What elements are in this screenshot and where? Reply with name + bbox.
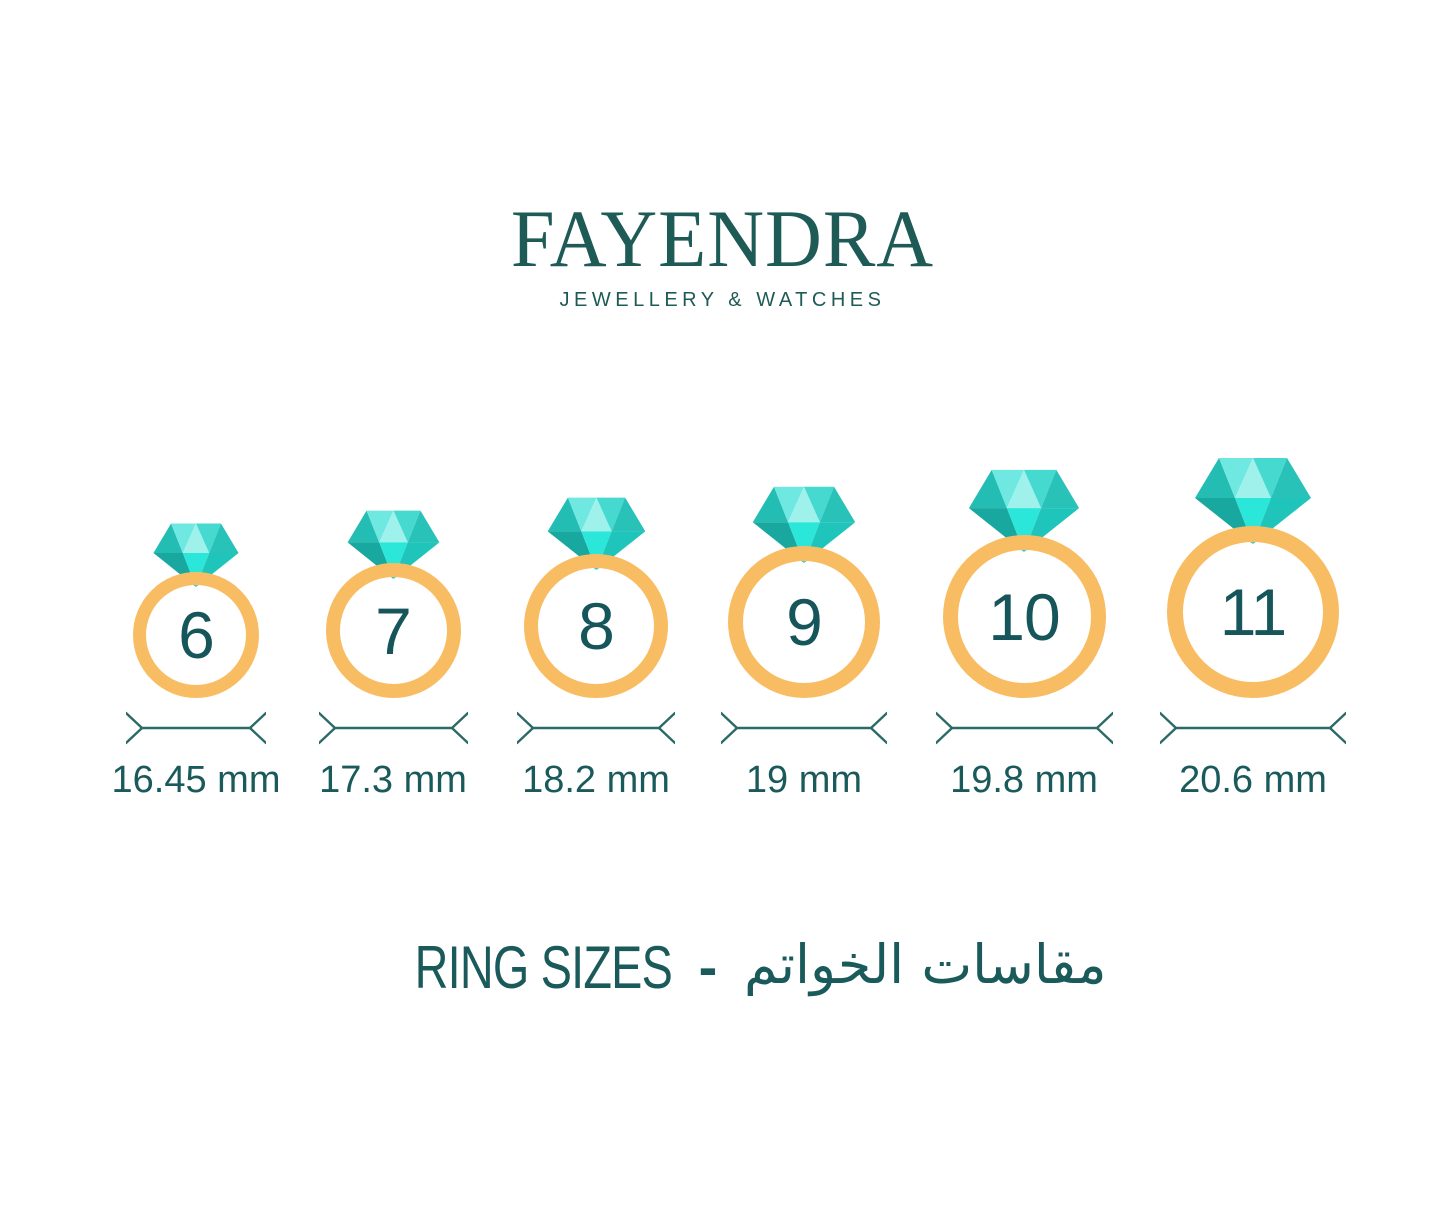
ring-size-number-wrap: 7 <box>276 563 511 698</box>
title-arabic: مقاسات الخواتم <box>744 933 1107 996</box>
brand-name: FAYENDRA <box>510 193 935 284</box>
diameter-measure-line <box>935 711 1113 745</box>
diameter-measure-line <box>126 711 266 745</box>
diameter-measure-line <box>1160 711 1346 745</box>
ring-size-number-wrap: 8 <box>474 554 718 698</box>
diameter-measure-line <box>517 711 675 745</box>
diameter-label: 19 mm <box>745 759 863 801</box>
diameter-label: 16.45 mm <box>111 759 281 801</box>
ring-size-item: 7 17.3 mm <box>276 0 511 830</box>
ring-size-item: 9 19 mm <box>678 0 930 830</box>
diameter-label: 19.8 mm <box>950 759 1098 801</box>
title-separator: - <box>698 935 718 998</box>
diameter-label: 17.3 mm <box>319 759 467 801</box>
ring-size-item: 8 18.2 mm <box>474 0 718 830</box>
ring-size-number-wrap: 6 <box>83 572 309 698</box>
ring-size-number: 6 <box>178 598 215 672</box>
ring-size-number: 8 <box>578 589 615 663</box>
diamond-icon <box>347 510 439 579</box>
diamond-icon <box>752 486 856 563</box>
title-english: RING SIZES <box>414 934 673 1001</box>
diameter-measure-line <box>318 711 468 745</box>
ring-size-number: 11 <box>1219 575 1288 649</box>
ring-size-item: 11 20.6 mm <box>1117 0 1389 830</box>
brand-tagline: JEWELLERY & WATCHES <box>559 289 886 311</box>
ring-size-number: 7 <box>375 593 412 668</box>
ring-size-item: 6 16.45 mm <box>83 0 309 830</box>
ring-size-number-wrap: 10 <box>893 535 1156 698</box>
brand-logo: FAYENDRA JEWELLERY & WATCHES <box>0 198 1445 312</box>
diameter-label: 18.2 mm <box>522 759 670 801</box>
ring-size-number-wrap: 11 <box>1117 526 1389 698</box>
footer-title: RING SIZES - مقاسات الخواتم <box>0 928 1445 1014</box>
ring-size-number: 10 <box>988 579 1060 654</box>
diameter-label: 20.6 mm <box>1179 759 1327 801</box>
ring-size-number: 9 <box>786 585 823 659</box>
ring-size-item: 10 19.8 mm <box>893 0 1156 830</box>
diameter-measure-line <box>721 711 887 745</box>
ring-size-number-wrap: 9 <box>678 546 930 698</box>
